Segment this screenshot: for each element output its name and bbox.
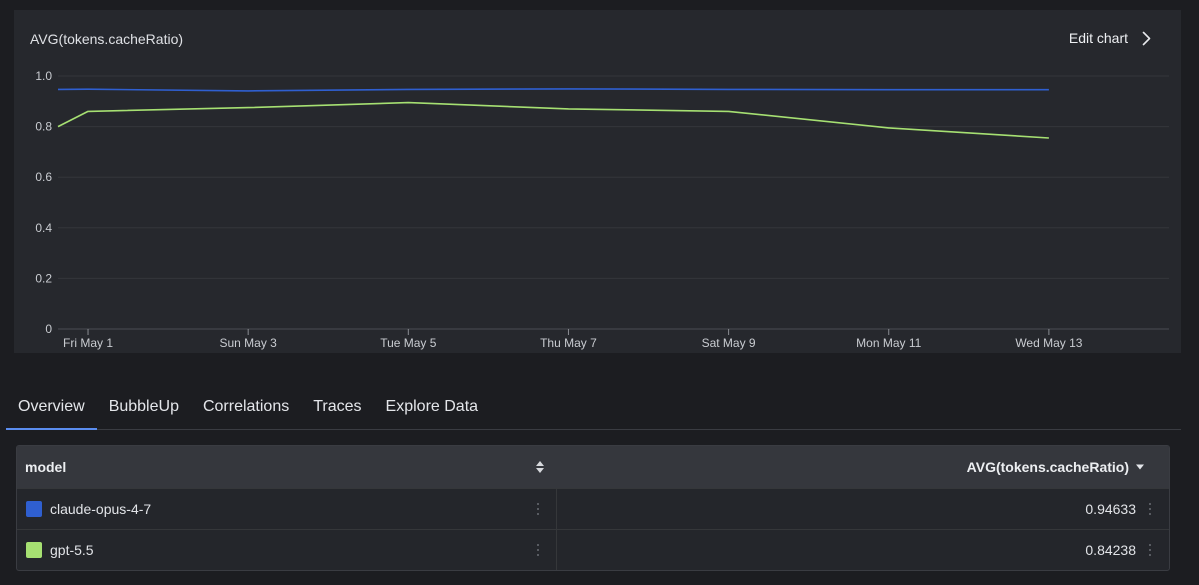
kebab-vertical-icon[interactable]	[532, 540, 544, 560]
model-name: gpt-5.5	[50, 542, 94, 558]
model-name: claude-opus-4-7	[50, 501, 152, 517]
y-tick-label: 0	[45, 322, 52, 336]
kebab-vertical-icon[interactable]	[532, 499, 544, 519]
column-header-model[interactable]: model	[25, 459, 67, 475]
sort-updown-icon[interactable]	[535, 460, 545, 474]
kebab-vertical-icon[interactable]	[1144, 499, 1156, 519]
column-header-avg-label: AVG(tokens.cacheRatio)	[966, 459, 1129, 475]
series-color-swatch	[26, 501, 42, 517]
table-row: claude-opus-4-7 0.94633	[17, 488, 1169, 529]
edit-chart-label: Edit chart	[1068, 30, 1128, 46]
x-tick-label: Fri May 1	[63, 336, 113, 350]
y-tick-label: 0.4	[35, 221, 52, 235]
y-tick-label: 0.6	[35, 170, 52, 184]
kebab-vertical-icon[interactable]	[1144, 540, 1156, 560]
x-tick-label: Mon May 11	[856, 336, 921, 350]
x-tick-label: Thu May 7	[540, 336, 597, 350]
tab-explore-data[interactable]: Explore Data	[385, 398, 479, 415]
edit-chart-button[interactable]: Edit chart	[1069, 30, 1151, 46]
results-table: model AVG(tokens.cacheRatio) claude-opus…	[16, 445, 1170, 571]
tab-bubbleup[interactable]: BubbleUp	[108, 398, 179, 415]
column-divider	[556, 489, 557, 529]
tab-correlations[interactable]: Correlations	[202, 398, 290, 415]
series-line	[57, 101, 1049, 139]
x-tick-label: Wed May 13	[1015, 336, 1082, 350]
series-line	[57, 88, 1049, 92]
tab-overview[interactable]: Overview	[6, 388, 97, 430]
y-tick-label: 1.0	[35, 69, 52, 83]
chart-panel: 0 0.2 0.4 0.6 0.8 1.0 Fri May 1 Sun May 3 Tue Ma…	[14, 10, 1181, 353]
table-header: model AVG(tokens.cacheRatio)	[17, 446, 1169, 488]
avg-value: 0.94633	[1085, 501, 1136, 517]
x-tick-label: Sun May 3	[219, 336, 277, 350]
tab-traces[interactable]: Traces	[313, 398, 362, 415]
x-tick-label: Tue May 5	[380, 336, 437, 350]
tab-bar: Overview BubbleUp Correlations Traces Ex…	[6, 388, 1181, 430]
line-chart: 0 0.2 0.4 0.6 0.8 1.0 Fri May 1 Sun May 3 Tue Ma…	[35, 69, 1169, 350]
column-divider	[556, 530, 557, 570]
series-color-swatch	[26, 542, 42, 558]
avg-value: 0.84238	[1085, 542, 1136, 558]
column-header-avg[interactable]: AVG(tokens.cacheRatio)	[967, 459, 1145, 475]
chevron-right-icon	[1142, 31, 1151, 45]
x-tick-label: Sat May 9	[702, 336, 756, 350]
caret-down-icon	[1136, 464, 1144, 470]
y-tick-label: 0.2	[35, 271, 52, 285]
table-row: gpt-5.5 0.84238	[17, 529, 1169, 570]
y-tick-label: 0.8	[35, 120, 52, 134]
chart-title: AVG(tokens.cacheRatio)	[30, 31, 184, 47]
